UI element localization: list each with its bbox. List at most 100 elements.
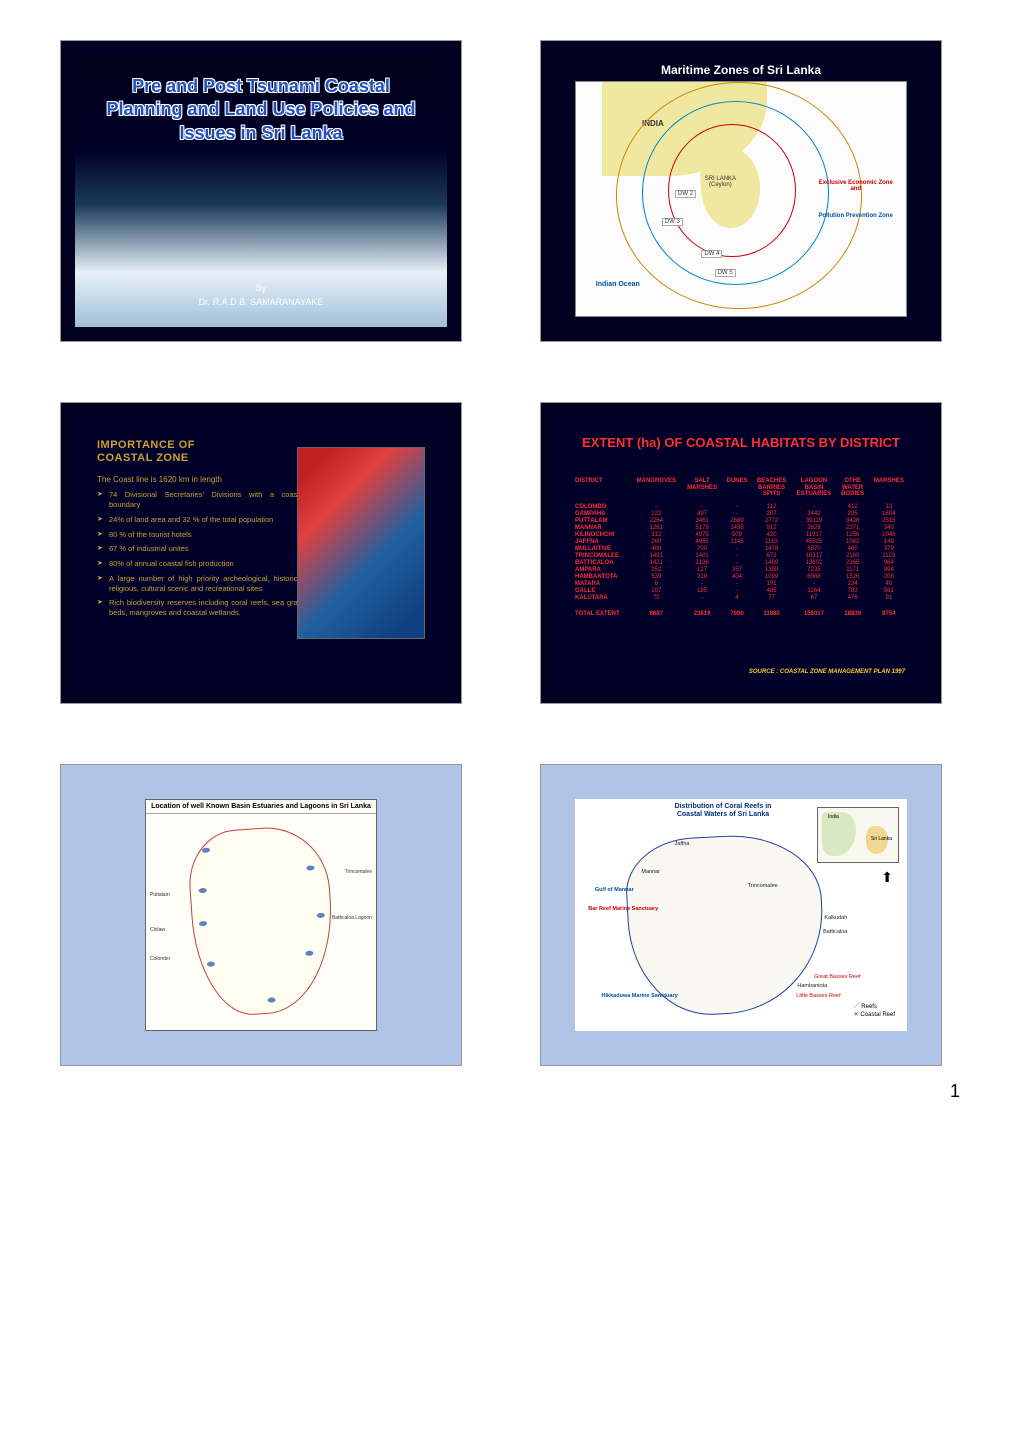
place-label: Kalkudah	[824, 915, 847, 921]
table-cell: 8687	[631, 607, 682, 618]
table-cell: 1478	[752, 546, 791, 553]
table-cell: 122	[631, 511, 682, 518]
table-cell: 1498	[722, 525, 752, 532]
presentation-title: Pre and Post Tsunami Coastal Planning an…	[105, 75, 417, 145]
inset-map: India Sri Lanka	[817, 807, 899, 863]
slide-4: EXTENT (ha) OF COASTAL HABITATS BY DISTR…	[540, 402, 942, 704]
dw3-label: DW 3	[662, 218, 683, 226]
lagoon-marker	[199, 888, 207, 894]
lagoon-marker	[267, 997, 275, 1003]
source-citation: SOURCE : COASTAL ZONE MANAGEMENT PLAN 19…	[749, 669, 905, 675]
table-cell: -	[722, 560, 752, 567]
slide-bezel: Maritime Zones of Sri Lanka INDIA SRI LA…	[541, 41, 941, 341]
slide-1: Pre and Post Tsunami Coastal Planning an…	[60, 40, 462, 342]
table-cell: -	[722, 553, 752, 560]
inset-sl-label: Sri Lanka	[871, 836, 892, 842]
place-label: Hambantota	[797, 983, 827, 989]
table-body: COLOMBO---112-41213GAMPAHA122497-2073442…	[573, 499, 909, 618]
srilanka-outline	[186, 823, 339, 1018]
page-number: 1	[950, 1081, 960, 1102]
srilanka-label: SRI LANKA(Ceylon)	[705, 176, 736, 189]
table-cell: 1604	[869, 511, 909, 518]
table-row: JAFFNA260496521451163455251062149	[573, 539, 909, 546]
table-row: MULLAITIVE489700-14788870460379	[573, 546, 909, 553]
table-cell: 2264	[631, 518, 682, 525]
table-cell: -	[791, 581, 836, 588]
table-cell: 412	[837, 504, 869, 511]
slide-5-body: Location of well Known Basin Estuaries a…	[75, 779, 447, 1051]
map-legend: ／ Reefs ✕ Coastal Reef	[854, 1000, 895, 1019]
slide-handout-page: Pre and Post Tsunami Coastal Planning an…	[60, 40, 960, 1066]
table-cell: 112	[752, 504, 791, 511]
table-cell: 1062	[837, 539, 869, 546]
table-cell: 489	[631, 546, 682, 553]
table-row: BATTICALOA14212196-1489136022365964	[573, 560, 909, 567]
dw2-label: DW 2	[675, 190, 696, 198]
table-cell: 252	[631, 567, 682, 574]
map-label: Puttalam	[150, 892, 170, 898]
slide-6-body: Distribution of Coral Reefs inCoastal Wa…	[555, 779, 927, 1051]
table-cell: 673	[752, 553, 791, 560]
table-cell: 2689	[722, 518, 752, 525]
table-cell: KILINOCHCHI	[573, 532, 631, 539]
table-cell: 2371	[837, 525, 869, 532]
table-cell: 1171	[837, 567, 869, 574]
table-cell: 208	[869, 574, 909, 581]
lagoon-map-title: Location of well Known Basin Estuaries a…	[146, 800, 376, 814]
table-cell: 1421	[631, 560, 682, 567]
table-cell: 191	[752, 581, 791, 588]
table-cell: 39119	[791, 518, 836, 525]
table-cell: 357	[722, 567, 752, 574]
table-row: TRINCOMALEE14911401-6731031721801129	[573, 553, 909, 560]
table-row: GAMPAHA122497-20734422051604	[573, 511, 909, 518]
table-cell: 2196	[682, 560, 722, 567]
legend-coastal-reef: ✕ Coastal Reef	[854, 1011, 895, 1018]
table-cell: 2365	[837, 560, 869, 567]
table-cell: 539	[631, 574, 682, 581]
table-row: AMPARA252127357139872351171894	[573, 567, 909, 574]
bullet-list: 74 Divisional Secretaries' Divisions wit…	[97, 490, 305, 618]
slide-2-title: Maritime Zones of Sri Lanka	[555, 61, 927, 79]
dw5-label: DW 5	[715, 269, 736, 277]
place-label: Batticaloa	[823, 929, 847, 935]
lagoon-marker	[207, 961, 215, 967]
place-label: Mannar	[641, 869, 660, 875]
table-cell: 3828	[791, 525, 836, 532]
table-cell: 1398	[752, 567, 791, 574]
table-header-cell: MARSHES	[869, 477, 909, 499]
table-row: GALLE107185-4851164783561	[573, 588, 909, 595]
map-label: Chilaw	[150, 927, 165, 933]
table-header-cell: DUNES	[722, 477, 752, 499]
table-cell: -	[722, 581, 752, 588]
slide-bezel: IMPORTANCE OFCOASTAL ZONE The Coast line…	[61, 403, 461, 703]
table-cell: 6088	[791, 574, 836, 581]
bullet-item: A large number of high priority archeolo…	[97, 574, 305, 594]
table-cell: 783	[837, 588, 869, 595]
slide-3: IMPORTANCE OFCOASTAL ZONE The Coast line…	[60, 402, 462, 704]
text-column: IMPORTANCE OFCOASTAL ZONE The Coast line…	[97, 439, 305, 623]
table-cell: 11917	[791, 532, 836, 539]
slide-bezel: Distribution of Coral Reefs inCoastal Wa…	[541, 765, 941, 1065]
table-cell: 4965	[682, 539, 722, 546]
table-cell: 77	[752, 595, 791, 602]
slide-3-heading: IMPORTANCE OFCOASTAL ZONE	[97, 439, 305, 465]
slide-bezel: EXTENT (ha) OF COASTAL HABITATS BY DISTR…	[541, 403, 941, 703]
table-cell: TRINCOMALEE	[573, 553, 631, 560]
table-cell: MATARA	[573, 581, 631, 588]
bullet-item: 74 Divisional Secretaries' Divisions wit…	[97, 490, 305, 510]
satellite-image	[297, 447, 425, 639]
table-cell: 7235	[791, 567, 836, 574]
table-header-cell: OTHEWATERBODIES	[837, 477, 869, 499]
table-cell: -	[722, 511, 752, 518]
slide-1-body: Pre and Post Tsunami Coastal Planning an…	[75, 55, 447, 327]
table-cell: 205	[837, 511, 869, 518]
author-name: Dr. R.A.D.B. SAMARANAYAKE	[75, 297, 447, 307]
slide-5: Location of well Known Basin Estuaries a…	[60, 764, 462, 1066]
srilanka-main-outline	[624, 831, 828, 1019]
reef-label: Great Basses Reef	[814, 974, 860, 980]
slide-bezel: Pre and Post Tsunami Coastal Planning an…	[61, 41, 461, 341]
table-cell: 2180	[837, 553, 869, 560]
table-header-cell: LAGOONBASINESTUARIES	[791, 477, 836, 499]
bullet-item: 80 % of the tourist hotels	[97, 530, 305, 540]
table-cell: JAFFNA	[573, 539, 631, 546]
